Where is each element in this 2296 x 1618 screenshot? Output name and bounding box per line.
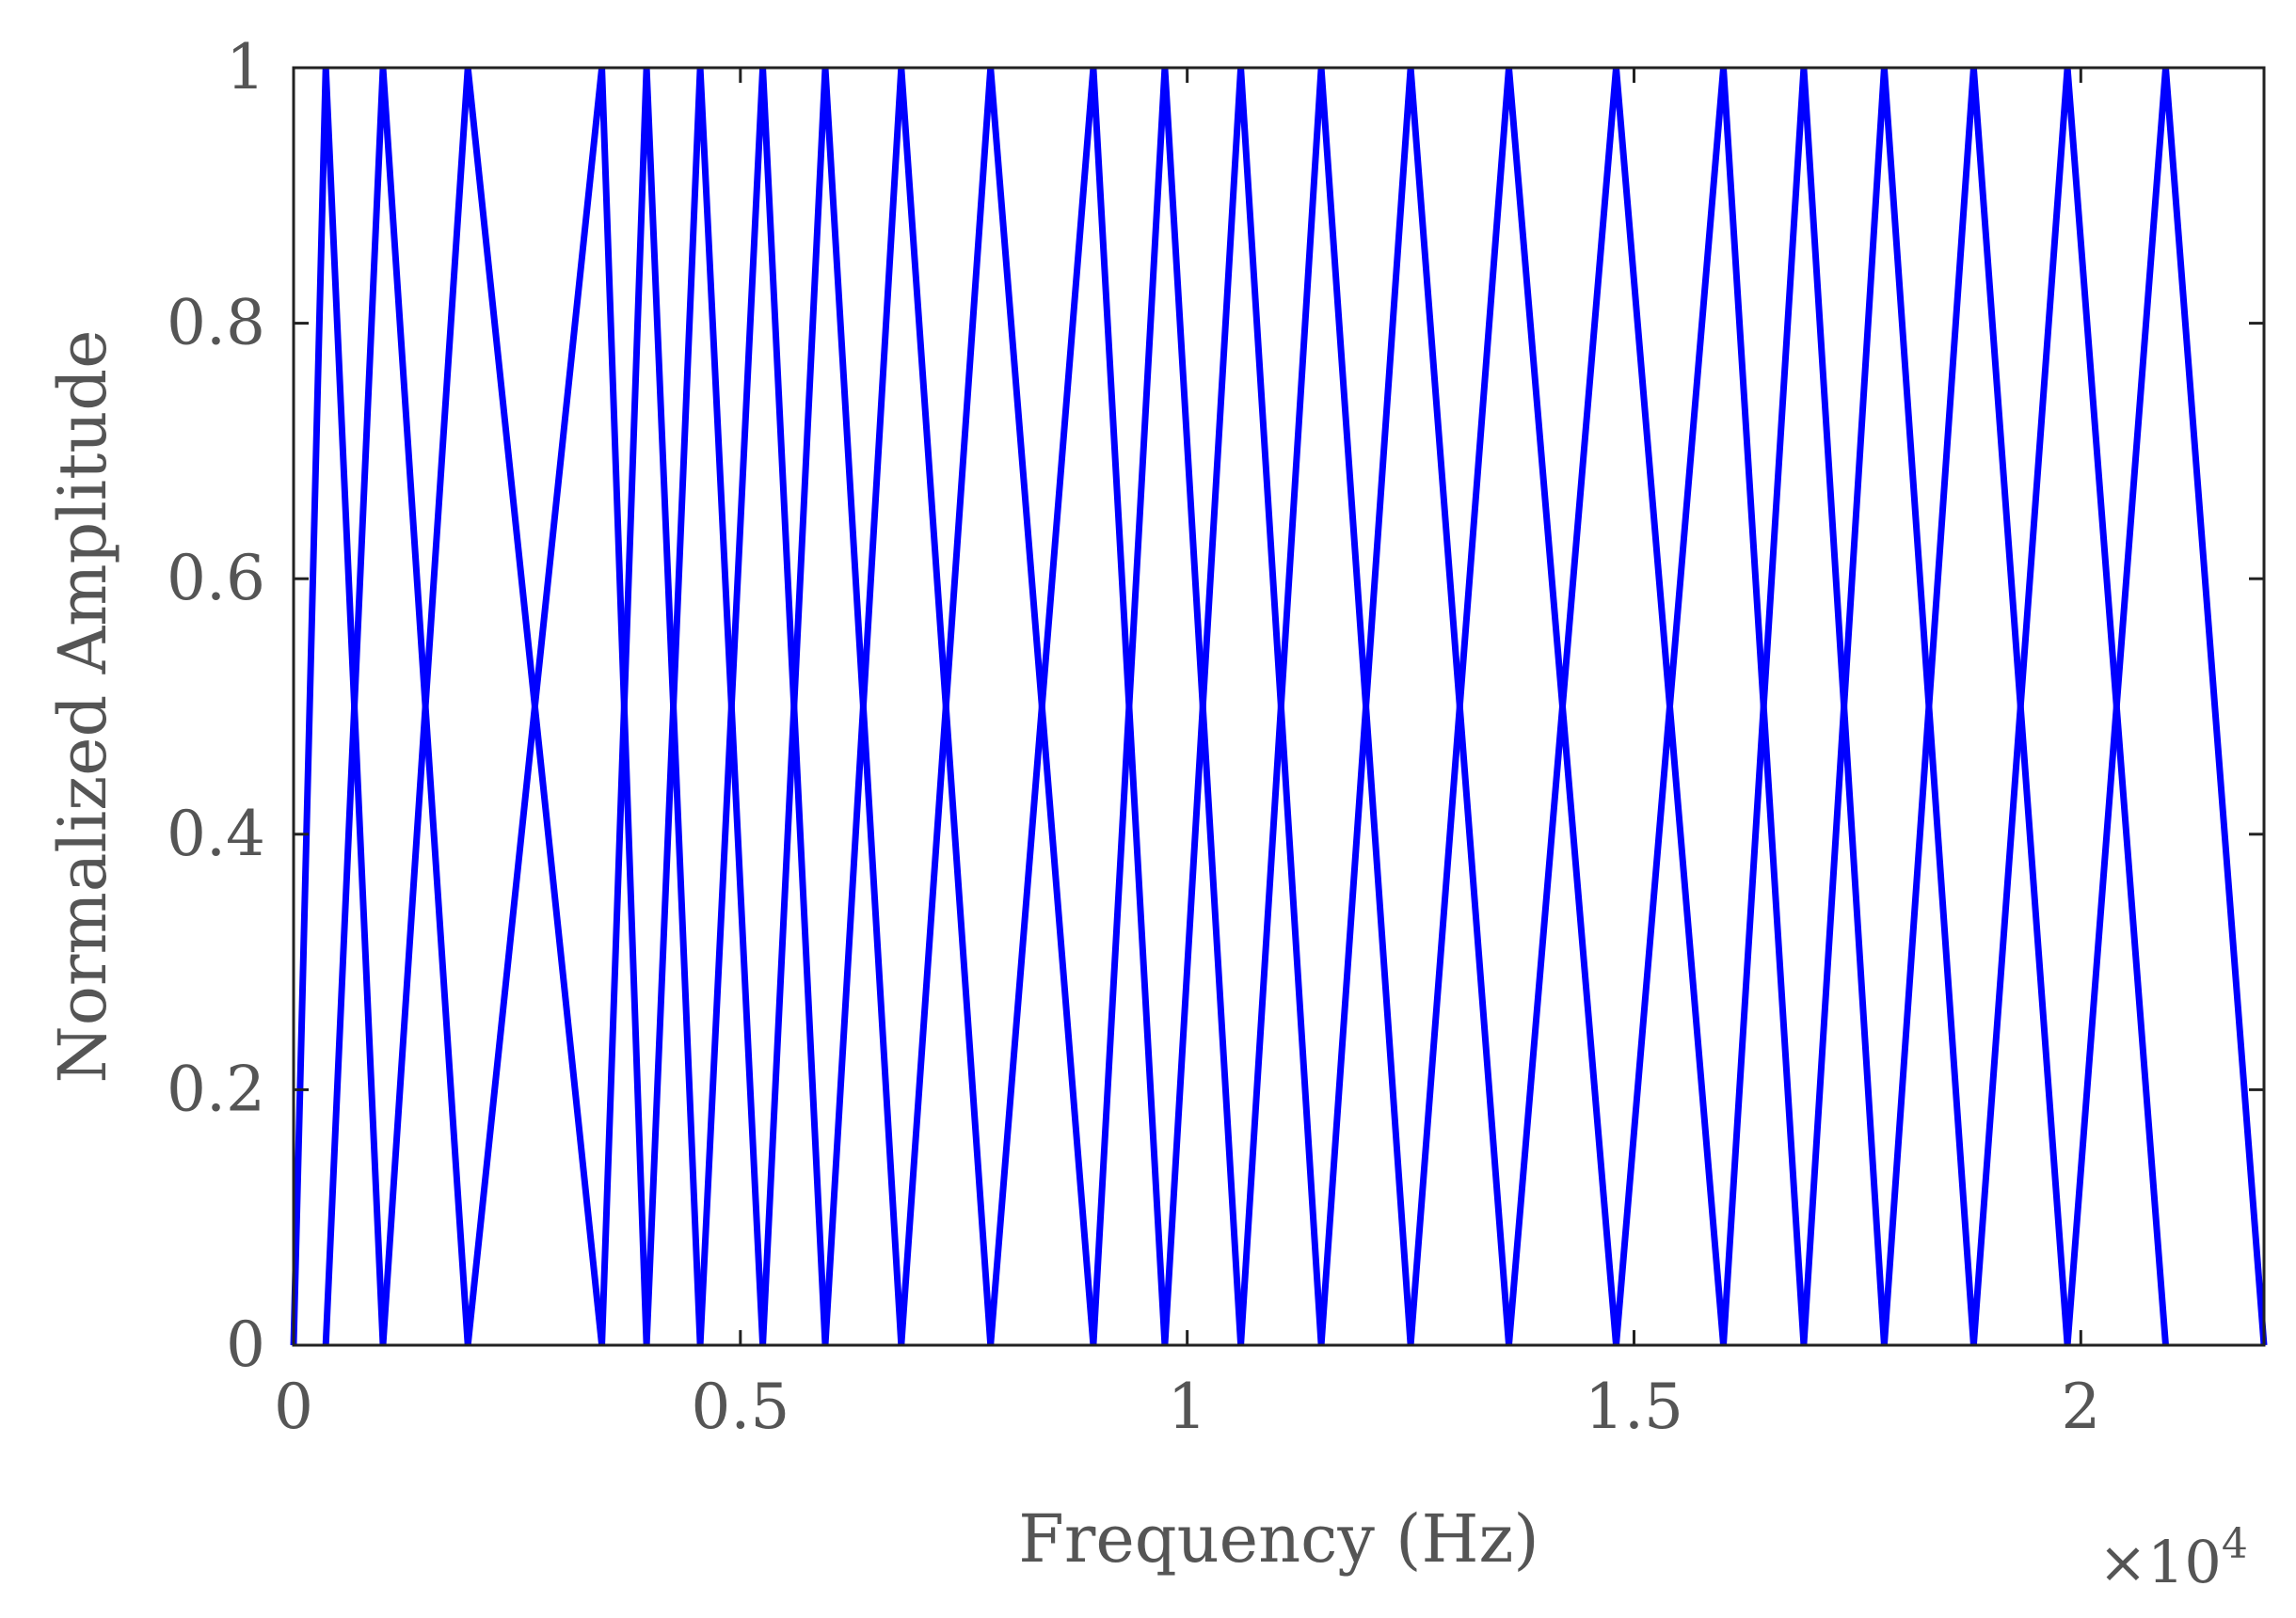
series-line-22 — [1969, 67, 2169, 1346]
x-tick-label: 2 — [2061, 1371, 2100, 1443]
y-tick-label: 0.4 — [167, 798, 265, 870]
series-line-6 — [643, 67, 767, 1346]
y-tick-label: 0.2 — [167, 1053, 265, 1125]
y-tick-label: 0.6 — [167, 542, 265, 614]
series-line-19 — [1720, 67, 1888, 1346]
series-line-17 — [1506, 67, 1727, 1346]
y-tick-label: 0 — [226, 1309, 265, 1381]
series-line-9 — [821, 67, 995, 1346]
y-axis-label: Normalized Amplitude — [44, 329, 121, 1083]
series-line-14 — [1237, 67, 1414, 1346]
x-multiplier-base: ×10 — [2098, 1528, 2222, 1596]
series-line-12 — [1090, 67, 1245, 1346]
x-tick-label: 1 — [1168, 1371, 1207, 1443]
series-line-10 — [898, 67, 1097, 1346]
series-line-13 — [1161, 67, 1325, 1346]
series-line-4 — [464, 67, 650, 1346]
series-line-21 — [1880, 67, 2071, 1346]
series-line-1 — [290, 67, 387, 1346]
series-line-16 — [1407, 67, 1619, 1346]
series-lines — [290, 67, 2268, 1346]
series-line-8 — [759, 67, 905, 1346]
x-multiplier-exponent: 4 — [2222, 1520, 2248, 1568]
x-axis-label: Frequency (Hz) — [1018, 1500, 1539, 1578]
series-line-20 — [1800, 67, 1977, 1346]
axis-ticks — [292, 66, 2264, 1347]
x-tick-label: 0 — [274, 1371, 313, 1443]
series-line-3 — [379, 67, 606, 1346]
plot-area-frame — [292, 66, 2266, 1347]
x-tick-label: 1.5 — [1585, 1371, 1683, 1443]
y-tick-label: 0.8 — [167, 287, 265, 359]
tick-labels: 0 0.5 1 1.5 2 0 0.2 0.4 0.6 0.8 1 — [167, 31, 2100, 1443]
series-line-15 — [1317, 67, 1512, 1346]
x-axis-multiplier: ×104 — [2098, 1520, 2248, 1596]
x-tick-label: 0.5 — [691, 1371, 789, 1443]
series-line-5 — [598, 67, 704, 1346]
series-line-23 — [2064, 67, 2268, 1346]
y-tick-label: 1 — [226, 31, 265, 103]
series-line-7 — [696, 67, 829, 1346]
